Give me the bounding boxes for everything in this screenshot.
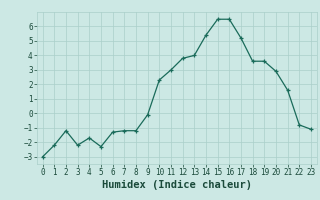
X-axis label: Humidex (Indice chaleur): Humidex (Indice chaleur) bbox=[102, 180, 252, 190]
